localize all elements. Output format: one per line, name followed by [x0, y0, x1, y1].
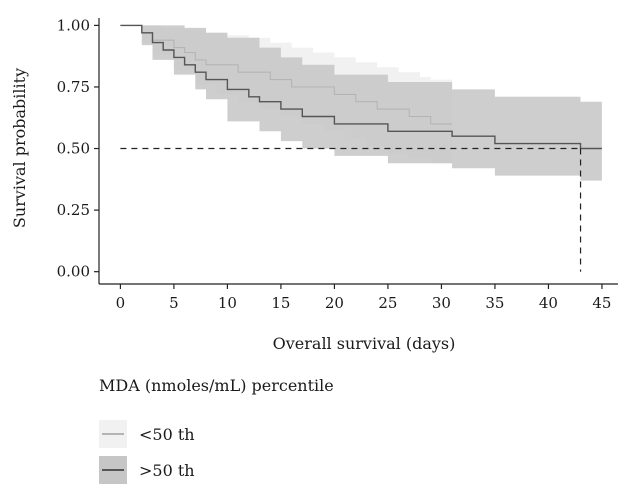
y-tick-label: 0.00: [57, 263, 90, 281]
legend-label-low: <50 th: [139, 424, 195, 444]
x-tick-label: 40: [539, 294, 558, 312]
x-tick-label: 30: [432, 294, 451, 312]
x-tick-label: 35: [485, 294, 504, 312]
x-tick-label: 5: [169, 294, 179, 312]
x-tick-label: 0: [116, 294, 126, 312]
legend-item-high: >50 th: [99, 456, 195, 484]
axes: 0.00 0.25 0.50 0.75 1.00 0 5 10 15 20 25 30 35 40 45: [57, 16, 618, 312]
confidence-band-high: [120, 25, 602, 181]
x-tick-label: 25: [378, 294, 397, 312]
survival-curve-low: [120, 24, 453, 125]
y-tick-label: 0.25: [57, 201, 90, 219]
median-reference-lines: [120, 147, 582, 272]
survival-curves: [120, 24, 602, 150]
survival-curve-high: [120, 24, 602, 150]
x-tick-label: 45: [592, 294, 611, 312]
y-tick-label: 0.75: [57, 78, 90, 96]
legend-item-low: <50 th: [99, 420, 195, 448]
legend-title: MDA (nmoles/mL) percentile: [99, 376, 334, 395]
legend-label-high: >50 th: [139, 460, 195, 480]
legend-key-low: [99, 420, 127, 448]
legend-key-high: [99, 456, 127, 484]
y-axis-title: Survival probability: [10, 68, 29, 228]
confidence-bands: [120, 25, 602, 181]
x-tick-label: 10: [218, 294, 237, 312]
x-tick-label: 15: [271, 294, 290, 312]
y-tick-label: 1.00: [57, 16, 90, 34]
y-tick-label: 0.50: [57, 140, 90, 158]
x-tick-label: 20: [325, 294, 344, 312]
x-axis-title: Overall survival (days): [273, 334, 456, 353]
